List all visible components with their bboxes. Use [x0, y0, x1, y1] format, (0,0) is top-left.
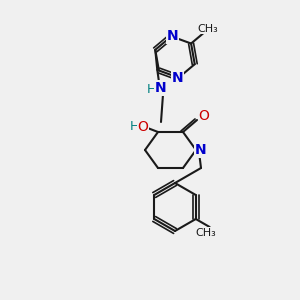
Text: N: N [195, 143, 207, 157]
Text: O: O [199, 109, 209, 123]
Text: H: H [147, 83, 156, 96]
Text: CH₃: CH₃ [197, 24, 218, 34]
Text: N: N [154, 81, 166, 95]
Text: O: O [138, 120, 148, 134]
Text: H: H [129, 119, 139, 133]
Text: CH₃: CH₃ [195, 228, 216, 238]
Text: N: N [167, 29, 178, 43]
Text: N: N [172, 71, 184, 85]
